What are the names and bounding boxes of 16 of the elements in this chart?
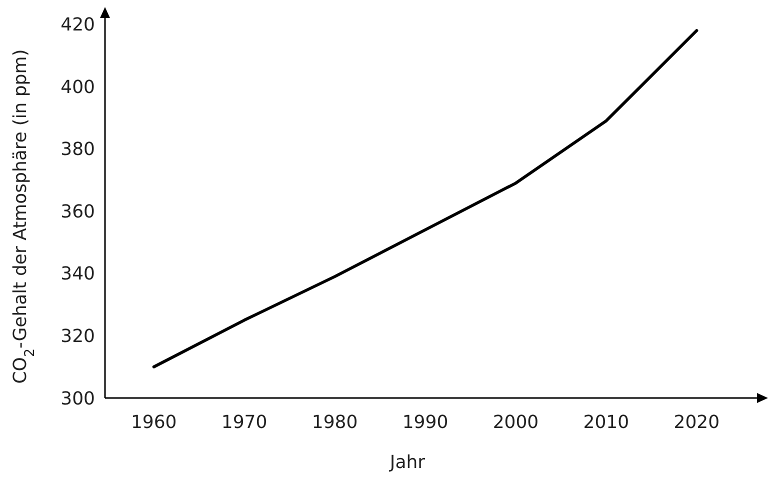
x-tick-label: 1980 (312, 412, 358, 433)
x-tick-label: 1990 (402, 412, 448, 433)
y-tick-label: 340 (60, 264, 95, 285)
y-tick-label: 400 (60, 76, 95, 98)
x-tick-label: 2020 (674, 412, 720, 433)
y-tick-label: 320 (60, 326, 95, 348)
y-tick-label: 380 (60, 139, 95, 160)
line-series (152, 29, 698, 368)
x-tick-label: 1960 (130, 412, 177, 433)
x-tick-label: 1970 (221, 412, 268, 433)
x-tick-label: 2010 (583, 412, 630, 433)
x-tick-label: 2000 (492, 412, 539, 433)
y-tick-label: 360 (60, 201, 95, 222)
y-tick-label: 300 (60, 388, 95, 410)
y-tick-label: 420 (60, 14, 95, 36)
x-axis-title: Jahr (388, 452, 426, 473)
